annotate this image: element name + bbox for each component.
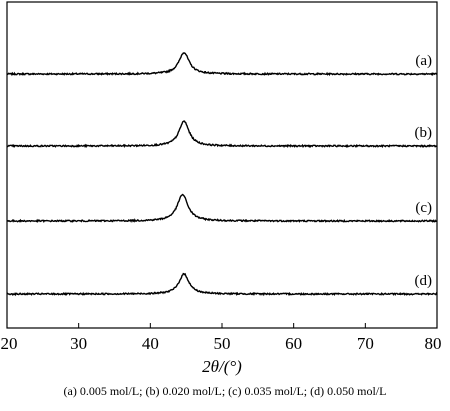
curve-label-c: (c)	[415, 200, 432, 216]
series-line-a	[6, 52, 438, 77]
x-tick-label: 50	[214, 334, 231, 353]
series-line-c	[6, 193, 438, 224]
x-tick-layer: 20 30 40 50 60 70 80	[1, 323, 442, 353]
curve-label-b: (b)	[415, 125, 433, 141]
series-layer	[6, 52, 438, 297]
curve-label-d: (d)	[415, 273, 433, 289]
x-tick-label: 20	[1, 334, 18, 353]
plot-frame	[6, 1, 438, 329]
x-tick-label: 60	[285, 334, 302, 353]
series-line-b	[6, 120, 438, 149]
series-line-d	[6, 272, 438, 297]
curve-label-layer: (a) (b) (c) (d)	[415, 53, 433, 289]
curve-label-a: (a)	[415, 53, 432, 69]
x-tick-label: 70	[357, 334, 374, 353]
x-tick-label: 30	[70, 334, 87, 353]
figure-caption: (a) 0.005 mol/L; (b) 0.020 mol/L; (c) 0.…	[63, 384, 387, 398]
x-axis-label: 2θ/(°)	[202, 357, 242, 376]
x-tick-label: 80	[425, 334, 442, 353]
x-tick-label: 40	[142, 334, 159, 353]
